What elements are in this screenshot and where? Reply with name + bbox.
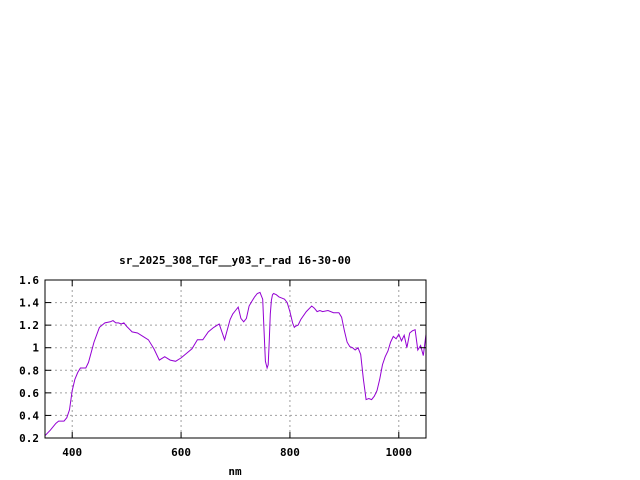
y-tick-label: 0.2 [19, 432, 39, 445]
series-line [44, 291, 427, 437]
grid-lines [45, 280, 426, 438]
y-tick-label: 1 [32, 342, 39, 355]
chart-title: sr_2025_308_TGF__y03_r_rad 16-30-00 [119, 254, 351, 267]
x-tick-labels: 400 600 800 1000 [62, 446, 412, 459]
data-series [44, 291, 427, 437]
x-tick-label: 600 [171, 446, 191, 459]
y-tick-label: 1.4 [19, 297, 39, 310]
plot-frame [44, 279, 427, 439]
y-tick-label: 1.6 [19, 274, 39, 287]
y-tick-label: 0.6 [19, 387, 39, 400]
y-tick-labels: 0.2 0.4 0.6 0.8 1 1.2 1.4 1.6 [19, 274, 39, 445]
x-axis-label: nm [228, 465, 242, 478]
y-tick-label: 0.4 [19, 409, 39, 422]
x-tick-label: 800 [280, 446, 300, 459]
y-tick-label: 1.2 [19, 319, 39, 332]
x-tick-label: 400 [62, 446, 82, 459]
x-tick-label: 1000 [386, 446, 413, 459]
axis-ticks [45, 279, 426, 439]
y-tick-label: 0.8 [19, 364, 39, 377]
